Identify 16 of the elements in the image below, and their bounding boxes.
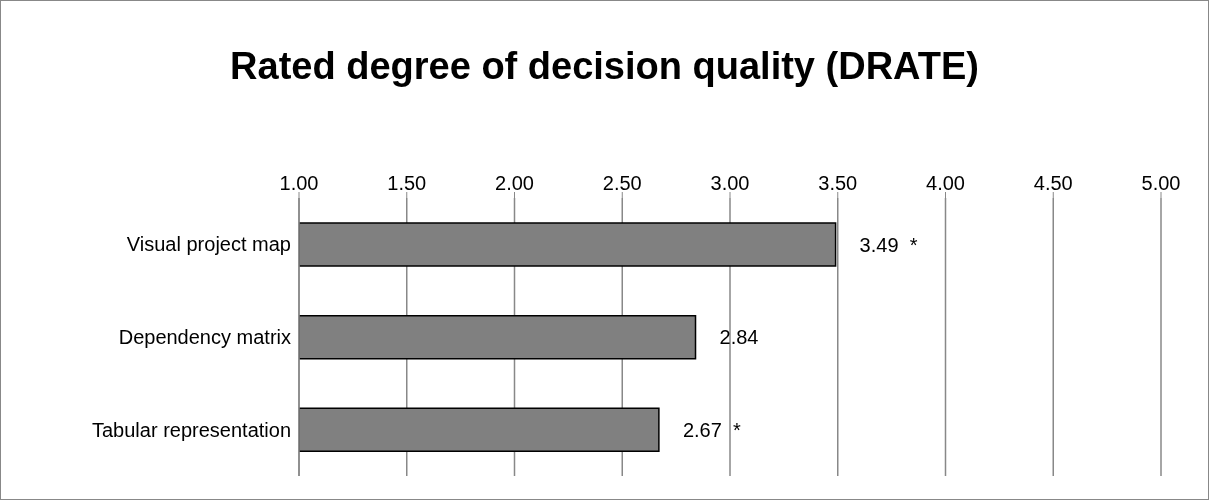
x-tick-label: 4.00 (926, 172, 965, 194)
data-label: 3.49 * (859, 233, 918, 256)
x-tick-label: 3.50 (818, 172, 858, 194)
x-tick-label: 3.00 (710, 172, 750, 194)
data-label: 2.84 (719, 326, 759, 349)
x-tick-label: 2.50 (602, 172, 642, 194)
data-label: 2.67 * (682, 418, 741, 441)
x-tick-label: 1.50 (387, 172, 427, 194)
x-tick-label: 4.50 (1033, 172, 1073, 194)
x-tick-label: 5.00 (1141, 172, 1181, 194)
x-tick-label: 1.00 (279, 172, 319, 194)
y-tick-label: Tabular representation (91, 418, 291, 441)
chart-title: Rated degree of decision quality (DRATE) (229, 45, 980, 88)
y-tick-label: Visual project map (126, 233, 291, 256)
y-tick-label: Dependency matrix (118, 326, 291, 349)
x-tick-label: 2.00 (495, 172, 534, 194)
